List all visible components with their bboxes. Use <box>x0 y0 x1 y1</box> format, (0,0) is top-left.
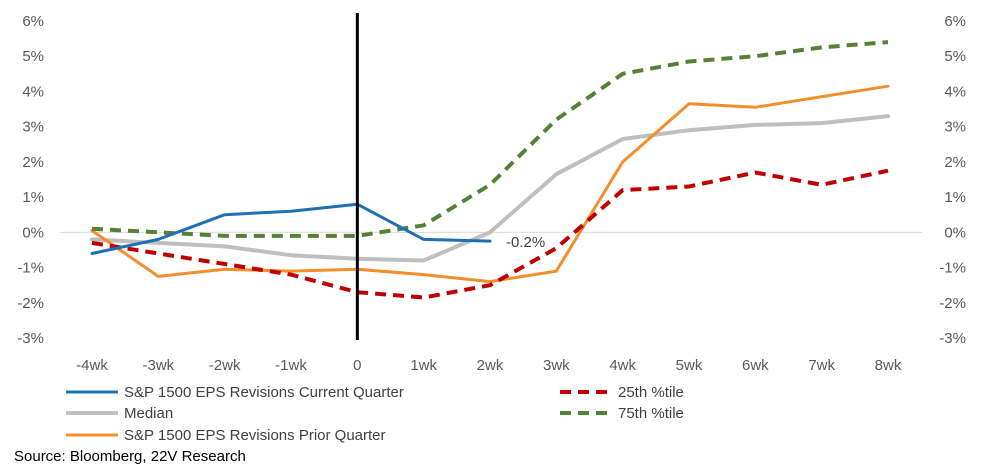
right-y-tick-label: -3% <box>939 330 966 347</box>
x-tick-label: 8wk <box>875 357 902 374</box>
series-layer <box>90 40 890 300</box>
left-y-axis: -3% -2% -1% 0% 1% 2% 3% 4% 5% 6% <box>17 13 44 347</box>
legend-label-4: 75th %tile <box>618 405 684 422</box>
source-note: Source: Bloomberg, 22V Research <box>14 448 246 465</box>
x-tick-label: 2wk <box>477 357 504 374</box>
left-y-tick-label: -1% <box>17 260 44 277</box>
right-y-tick-label: 2% <box>944 154 966 171</box>
legend-label-3: 25th %tile <box>618 384 684 401</box>
series-line-3 <box>91 168 889 300</box>
x-tick-label: -1wk <box>275 357 307 374</box>
series-line-0 <box>90 202 492 255</box>
x-tick-label: -2wk <box>209 357 241 374</box>
right-y-tick-label: 6% <box>944 13 966 30</box>
left-y-tick-label: -2% <box>17 295 44 312</box>
current-quarter-end-label: -0.2% <box>506 234 545 251</box>
legend-label-1: Median <box>124 405 173 422</box>
right-y-tick-label: 5% <box>944 48 966 65</box>
right-y-tick-label: 3% <box>944 119 966 136</box>
legend: S&P 1500 EPS Revisions Current Quarter Me… <box>66 384 684 444</box>
left-y-tick-label: 5% <box>22 48 44 65</box>
left-y-tick-label: 3% <box>22 119 44 136</box>
x-tick-label: -4wk <box>76 357 108 374</box>
series-line-2 <box>90 84 890 284</box>
x-tick-label: 7wk <box>808 357 835 374</box>
left-y-tick-label: 4% <box>22 83 44 100</box>
right-y-tick-label: -2% <box>939 295 966 312</box>
right-y-tick-label: 0% <box>944 224 966 241</box>
left-y-tick-label: -3% <box>17 330 44 347</box>
legend-label-2: S&P 1500 EPS Revisions Prior Quarter <box>124 427 386 444</box>
x-tick-label: 6wk <box>742 357 769 374</box>
x-tick-label: 1wk <box>410 357 437 374</box>
series-line-1 <box>90 114 890 263</box>
legend-label-0: S&P 1500 EPS Revisions Current Quarter <box>124 384 404 401</box>
left-y-tick-label: 1% <box>22 189 44 206</box>
left-y-tick-label: 6% <box>22 13 44 30</box>
right-y-tick-label: 4% <box>944 83 966 100</box>
x-tick-label: -3wk <box>142 357 174 374</box>
right-y-axis: -3% -2% -1% 0% 1% 2% 3% 4% 5% 6% <box>939 13 966 347</box>
left-y-tick-label: 2% <box>22 154 44 171</box>
x-tick-label: 4wk <box>609 357 636 374</box>
x-tick-label: 0 <box>353 357 361 374</box>
x-axis: -4wk -3wk -2wk -1wk 0 1wk 2wk 3wk 4wk 5wk 6wk 7wk 8w… <box>76 357 902 374</box>
x-tick-label: 5wk <box>676 357 703 374</box>
series-line-4 <box>91 40 889 238</box>
right-y-tick-label: 1% <box>944 189 966 206</box>
left-y-tick-label: 0% <box>22 224 44 241</box>
x-tick-label: 3wk <box>543 357 570 374</box>
right-y-tick-label: -1% <box>939 260 966 277</box>
